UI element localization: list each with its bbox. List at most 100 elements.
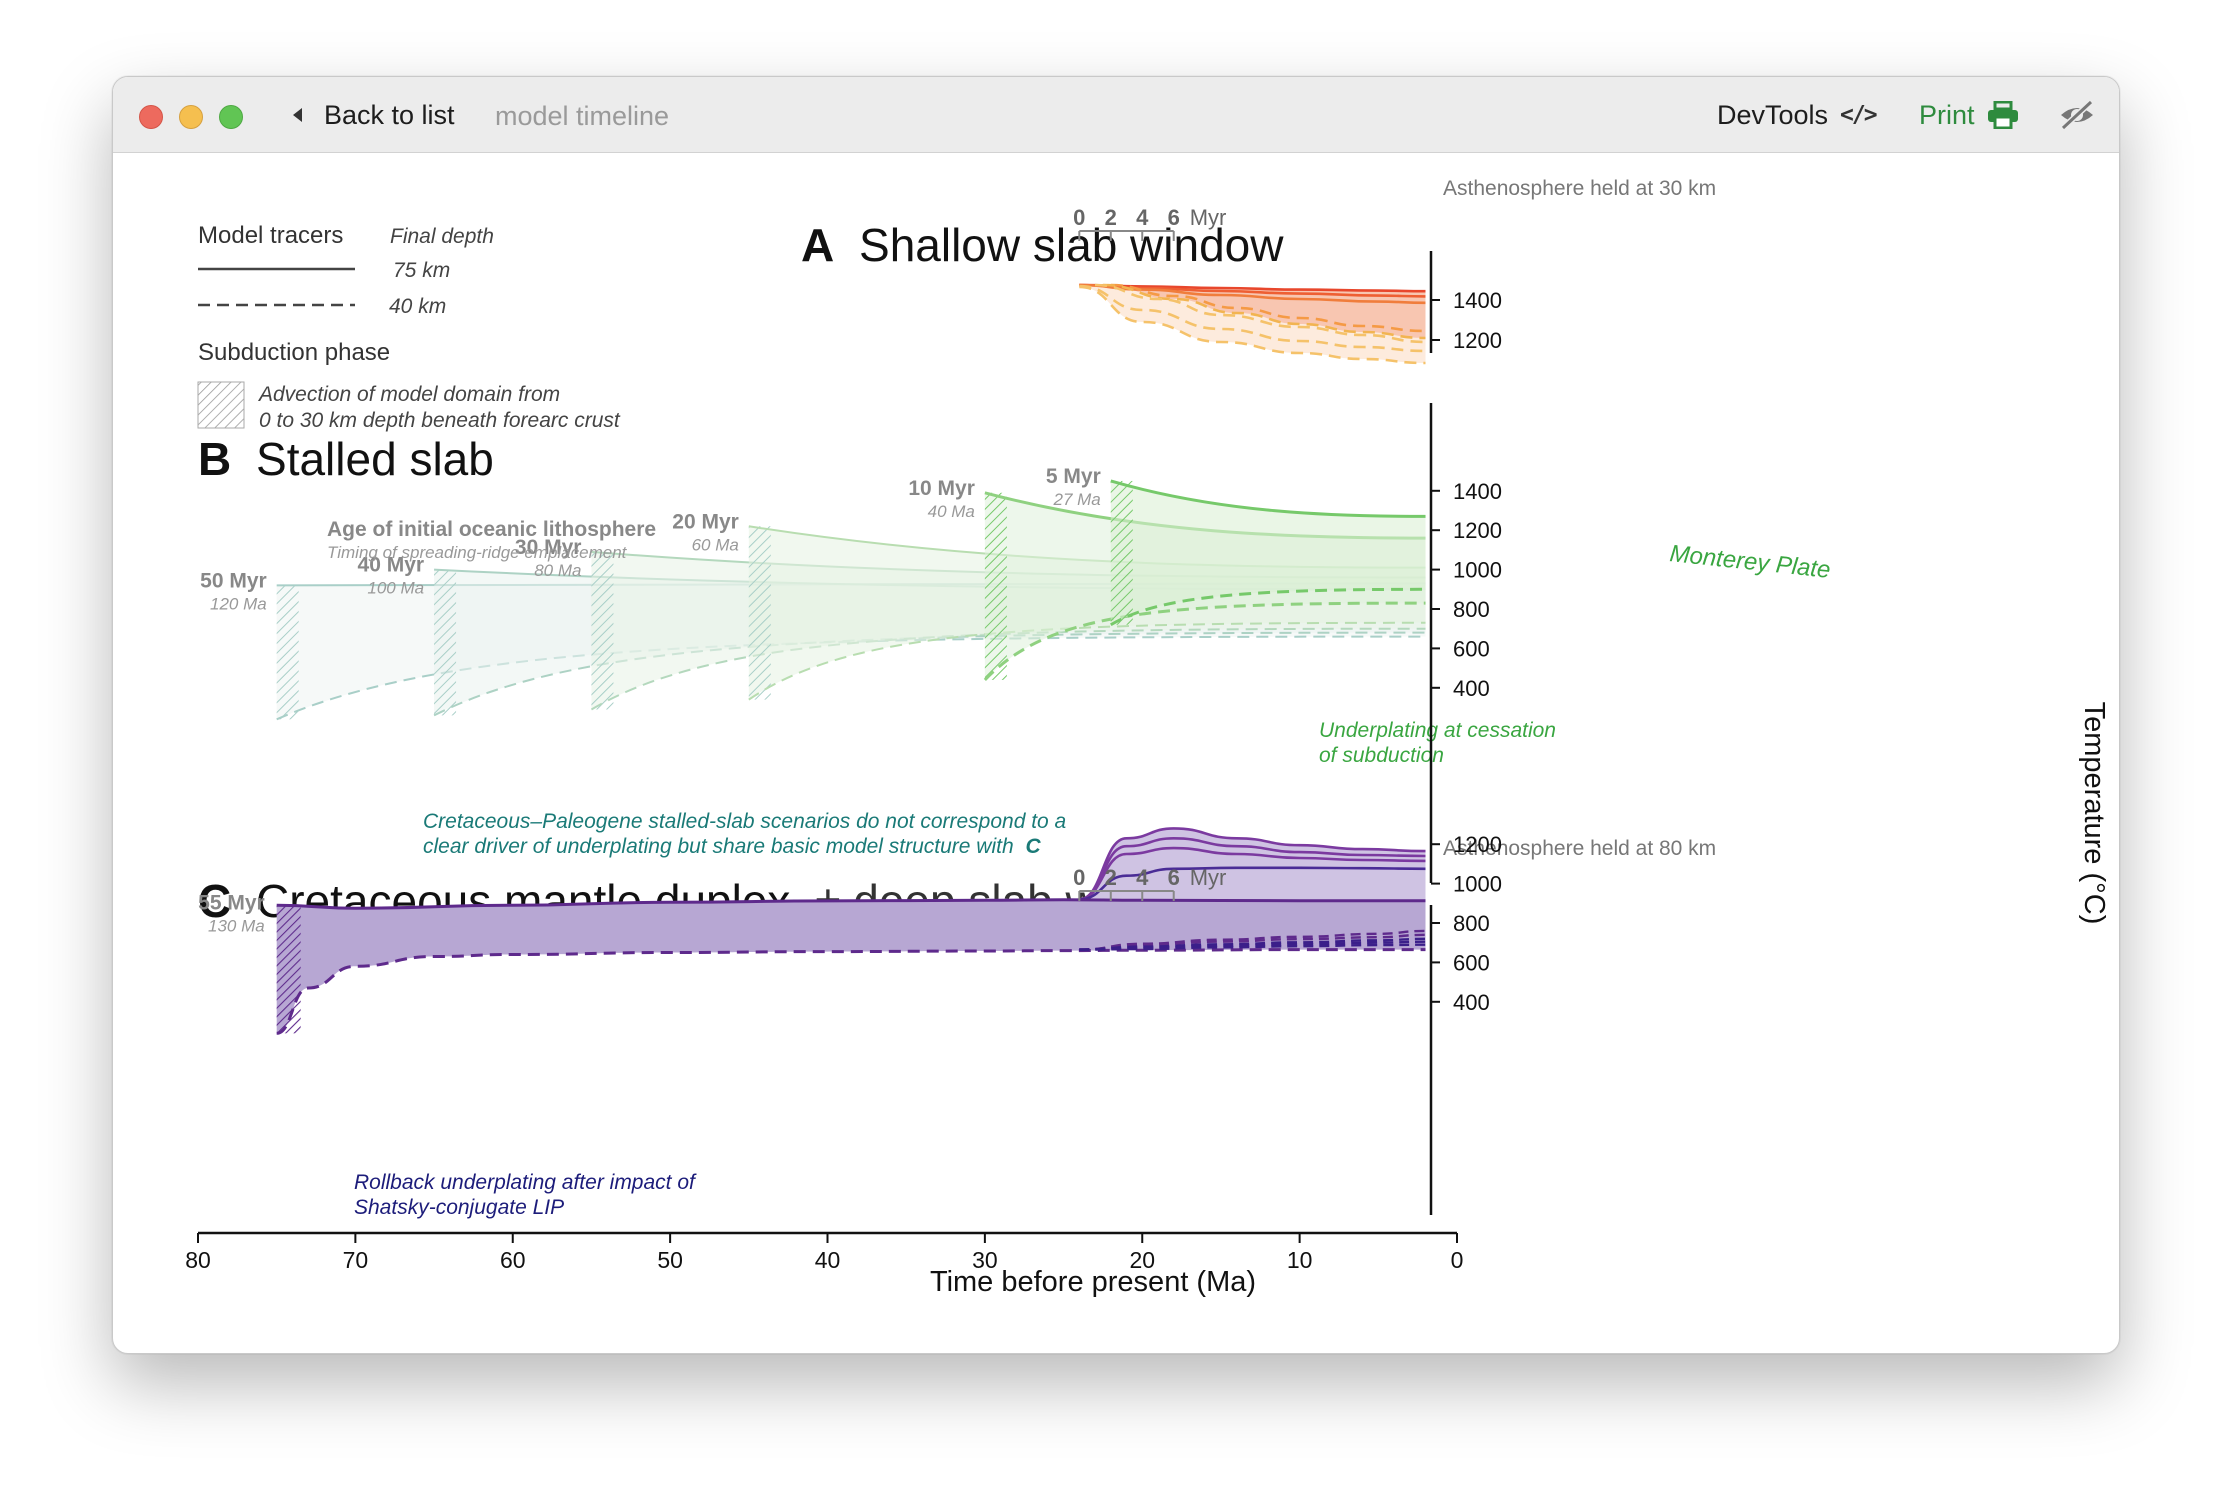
x-tick-label: 0: [1451, 1247, 1464, 1273]
panel-a-inset: Asthenosphere held at 30 km 0 2 4 6 Myr: [1073, 177, 1716, 241]
panel-b-hatch: [1110, 480, 1133, 625]
back-to-list-button[interactable]: Back to list: [293, 97, 455, 133]
panel-a-y-axis: 1400 1200: [1429, 251, 1502, 353]
panel-b-underplating-label-2: of subduction: [1319, 744, 1444, 767]
panel-c-y-tick-label: 600: [1453, 950, 1490, 975]
panel-c-rollback-2: Shatsky-conjugate LIP: [354, 1196, 564, 1219]
panel-c-y-tick-label: 800: [1453, 911, 1490, 936]
x-tick-label: 60: [500, 1247, 526, 1273]
panel-b-age-label: 20 Myr: [672, 510, 739, 533]
code-icon: </>: [1840, 102, 1878, 128]
devtools-button[interactable]: DevTools </>: [1717, 97, 1878, 133]
panel-a: Asthenosphere held at 30 km 0 2 4 6 Myr 1400…: [1073, 177, 1716, 365]
panel-c-bottom-line: [276, 948, 1426, 1035]
app-window: Back to list model timeline DevTools </>…: [112, 76, 2120, 1354]
panel-b-scenario-top-line: [1110, 479, 1426, 518]
panel-b-y-tick-label: 1200: [1453, 518, 1502, 543]
panel-b-age-label: 5 Myr: [1046, 465, 1101, 488]
x-axis-label: Time before present (Ma): [930, 1266, 1256, 1298]
panel-c-age-label: 55 Myr: [198, 891, 265, 914]
panel-b-y-tick-label: 600: [1453, 636, 1490, 661]
panel-b-title-text: Stalled slab: [256, 433, 494, 485]
inset-tick-label: 4: [1136, 205, 1149, 230]
panel-b-age-label: 10 Myr: [908, 477, 975, 500]
panel-b-y-tick-label: 1400: [1453, 479, 1502, 504]
panel-c-cool-line: [1079, 940, 1426, 951]
panel-a-y-tick-label: 1400: [1453, 288, 1502, 313]
panel-c-ma-label: 130 Ma: [208, 916, 265, 935]
legend-phase-title: Subduction phase: [198, 339, 390, 366]
print-button[interactable]: Print: [1919, 97, 2019, 133]
panel-b-age-label: 30 Myr: [515, 536, 582, 559]
printer-icon: [1987, 101, 2018, 129]
panel-c-hatch: [276, 905, 301, 1034]
panel-b-ma-label: 80 Ma: [534, 561, 581, 580]
panel-c-y-tick-label: 400: [1453, 990, 1490, 1015]
inset-unit-label: Myr: [1190, 865, 1227, 890]
x-axis: Time before present (Ma) 80 70 60 50 40 30 20 1…: [185, 1231, 1464, 1298]
panel-b-age-subtitle: Timing of spreading-ridge emplacement: [327, 543, 628, 562]
legend-hatch-swatch: [197, 381, 245, 429]
panel-b-y-tick-label: 400: [1453, 676, 1490, 701]
panel-a-y-tick-label: 1200: [1453, 328, 1502, 353]
eye-slash-icon[interactable]: [2057, 97, 2097, 133]
panel-c-cool-line: [1079, 943, 1426, 951]
panel-b-letter: B: [198, 433, 231, 485]
panel-b-y-axis: 1400 1200 1000 800 600 400: [1429, 403, 1502, 883]
panel-b-scenario-bottom-line: [1110, 587, 1426, 627]
x-tick-label: 50: [657, 1247, 683, 1273]
minimize-window-button[interactable]: [179, 105, 203, 129]
legend-dashed-label: 40 km: [389, 295, 446, 318]
panel-b-ma-label: 60 Ma: [692, 535, 739, 554]
panel-b-note-1: Cretaceous–Paleogene stalled-slab scenar…: [423, 810, 1066, 833]
zoom-window-button[interactable]: [219, 105, 243, 129]
panel-c-y-axis: 1200 1000 800 600 400: [1429, 832, 1502, 1215]
panel-c: 55 Myr 130 Ma Asthenosphere held at 80 km…: [198, 827, 1716, 1219]
inset-unit-label: Myr: [1190, 205, 1227, 230]
panel-c-top-line: [276, 898, 1426, 910]
panel-b-ma-label: 100 Ma: [367, 579, 424, 598]
panel-b-title: B Stalled slab: [198, 433, 494, 485]
inset-tick-label: 2: [1105, 205, 1117, 230]
panel-a-letter: A: [801, 219, 834, 271]
panel-c-rollback-1: Rollback underplating after impact of: [354, 1171, 697, 1194]
panel-b-underplating-label-1: Underplating at cessation: [1319, 719, 1556, 742]
panel-a-inset-title: Asthenosphere held at 30 km: [1443, 177, 1716, 200]
legend-tracers-title: Model tracers: [198, 222, 343, 249]
panel-b-hatch: [984, 492, 1007, 680]
inset-tick-label: 0: [1073, 205, 1085, 230]
panel-c-cool-line: [1079, 929, 1426, 951]
legend-phase-line2: 0 to 30 km depth beneath forearc crust: [259, 409, 621, 432]
panel-c-hot-line: [1079, 827, 1426, 901]
inset-tick-label: 2: [1105, 865, 1117, 890]
close-window-button[interactable]: [139, 105, 163, 129]
panel-b: 50 Myr 120 Ma 40 Myr 100 Ma 30 Myr 80 Ma 20 My…: [200, 403, 1832, 883]
inset-tick-label: 6: [1168, 205, 1180, 230]
legend-solid-label: 75 km: [393, 259, 450, 282]
panel-b-plate-label: Monterey Plate: [1668, 540, 1831, 584]
x-tick-label: 80: [185, 1247, 211, 1273]
panel-b-hatch: [591, 551, 614, 710]
panel-b-scenario-bottom-line: [433, 631, 1426, 717]
panel-b-age-label: 40 Myr: [358, 554, 425, 577]
panel-b-ma-label: 40 Ma: [928, 502, 975, 521]
panel-b-hatch: [434, 569, 457, 716]
panel-b-age-title: Age of initial oceanic lithosphere: [327, 518, 656, 541]
x-tick-label: 70: [343, 1247, 369, 1273]
panel-a-series-line: [1079, 284, 1426, 353]
x-tick-label: 20: [1129, 1247, 1155, 1273]
panel-b-age-label: 50 Myr: [200, 569, 267, 592]
panel-b-scenario-bottom-line: [748, 621, 1426, 701]
panel-b-y-tick-label: 1000: [1453, 558, 1502, 583]
panel-b-hatch: [748, 526, 771, 700]
x-tick-label: 40: [815, 1247, 841, 1273]
legend-phase-line1: Advection of model domain from: [257, 383, 560, 406]
panel-b-note-2: clear driver of underplating but share b…: [423, 835, 1041, 858]
x-tick-label: 30: [972, 1247, 998, 1273]
panel-c-cool-line: [1079, 933, 1426, 951]
panel-a-series: [1079, 283, 1426, 365]
panel-c-y-tick-label: 1200: [1453, 832, 1502, 857]
panel-a-title-text: Shallow slab window: [859, 219, 1284, 271]
panel-b-series: 50 Myr 120 Ma 40 Myr 100 Ma 30 Myr 80 Ma 20 My…: [200, 465, 1426, 721]
panel-c-inset-title: Asthenosphere held at 80 km: [1443, 837, 1716, 860]
